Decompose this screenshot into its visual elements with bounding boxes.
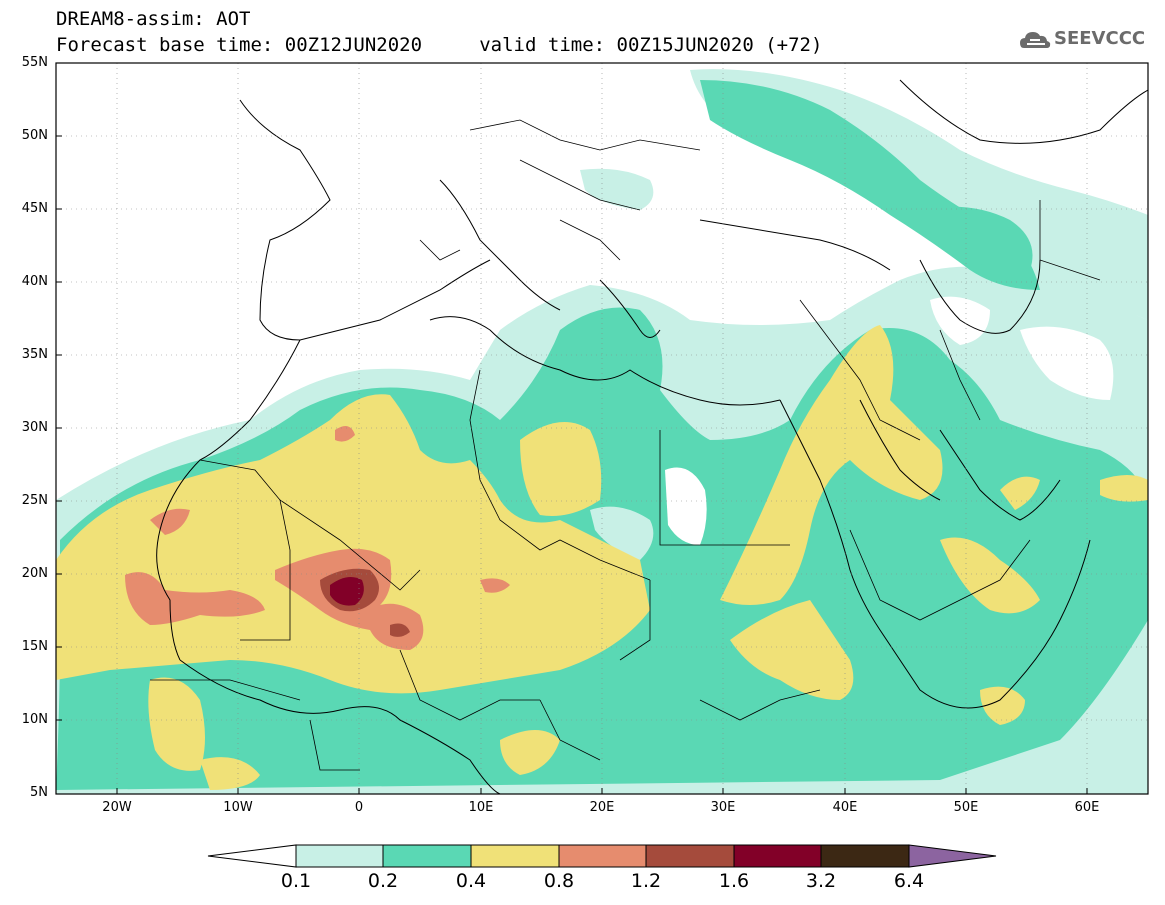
colorbar [207, 844, 997, 868]
aot-level-0.4 [56, 325, 1148, 790]
lat-label: 50N [21, 128, 48, 143]
lat-label: 30N [21, 420, 48, 435]
colorbar-segment [295, 844, 384, 868]
colorbar-segment-under [207, 844, 297, 868]
gridlines [56, 63, 1148, 794]
lat-label: 40N [21, 274, 48, 289]
lon-label: 30E [710, 800, 736, 815]
lat-label: 10N [21, 712, 48, 727]
coastlines [156, 79, 1148, 794]
country-borders [150, 119, 1101, 771]
lon-label: 0 [354, 800, 364, 815]
lon-label: 10W [223, 800, 253, 815]
aot-level-1.6 [330, 576, 364, 606]
lon-label: 10E [468, 800, 494, 815]
colorbar-segment [733, 844, 822, 868]
lat-label: 15N [21, 639, 48, 654]
colorbar-label: 0.2 [367, 870, 399, 892]
lat-label: 20N [21, 566, 48, 581]
lon-label: 20E [589, 800, 615, 815]
lat-label: 55N [21, 55, 48, 70]
cloud-icon [1020, 32, 1051, 48]
lon-label: 40E [832, 800, 858, 815]
colorbar-label: 1.2 [630, 870, 662, 892]
lat-label: 35N [21, 347, 48, 362]
colorbar-label: 0.4 [455, 870, 487, 892]
chart-title-line2: Forecast base time: 00Z12JUN2020 valid t… [56, 34, 823, 56]
colorbar-label: 6.4 [893, 870, 925, 892]
lon-label: 50E [953, 800, 979, 815]
colorbar-label: 1.6 [718, 870, 750, 892]
lon-label: 60E [1074, 800, 1100, 815]
colorbar-segment [470, 844, 560, 868]
logo-text: SEEVCCC [1054, 28, 1146, 49]
axis-ticks [56, 62, 1088, 794]
colorbar-segment [382, 844, 472, 868]
lat-label: 25N [21, 493, 48, 508]
chart-title-line1: DREAM8-assim: AOT [56, 8, 251, 30]
lon-label: 20W [102, 800, 132, 815]
colorbar-label: 0.8 [543, 870, 575, 892]
lat-label: 45N [21, 201, 48, 216]
colorbar-label: 0.1 [280, 870, 312, 892]
colorbar-segment [645, 844, 735, 868]
lat-label: 5N [30, 785, 48, 800]
colorbar-segment-over [908, 844, 997, 868]
colorbar-label: 3.2 [805, 870, 837, 892]
colorbar-segment [820, 844, 910, 868]
colorbar-segment [558, 844, 647, 868]
